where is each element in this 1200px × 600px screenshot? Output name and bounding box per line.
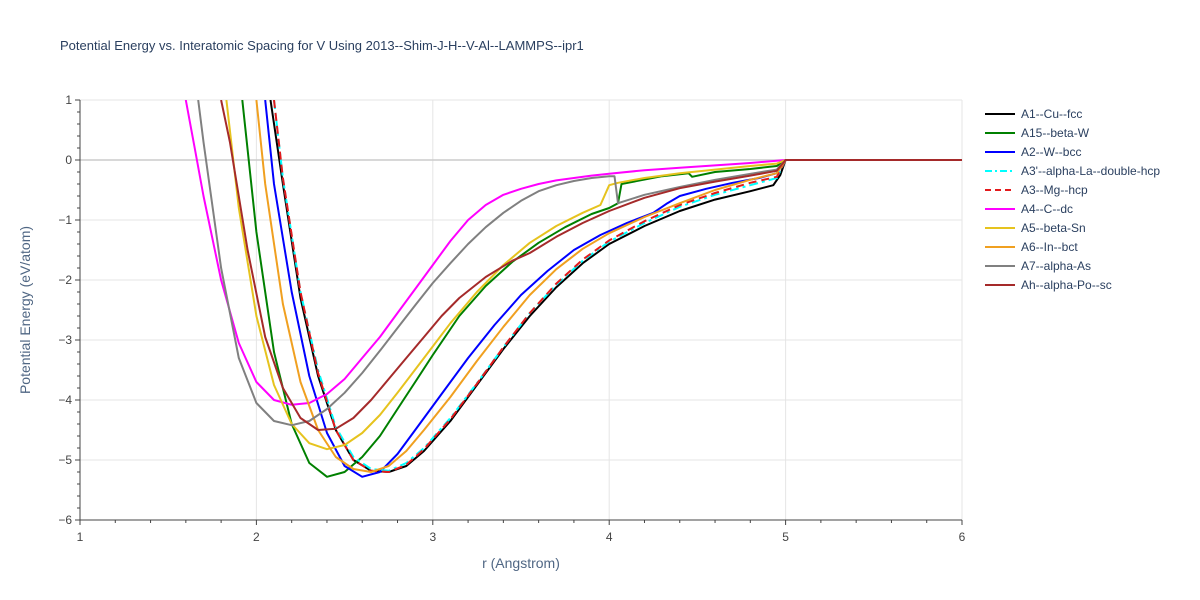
x-tick-label: 5 bbox=[782, 530, 789, 544]
legend-label-0: A1--Cu--fcc bbox=[1021, 107, 1082, 121]
series-line-5 bbox=[184, 100, 962, 406]
series-line-3 bbox=[273, 100, 962, 472]
y-tick-label: −1 bbox=[58, 213, 72, 227]
legend-label-4: A3--Mg--hcp bbox=[1021, 183, 1088, 197]
series-line-1 bbox=[241, 100, 962, 478]
legend-label-5: A4--C--dc bbox=[1021, 202, 1073, 216]
y-tick-label: 1 bbox=[65, 93, 72, 107]
series-line-0 bbox=[269, 100, 962, 473]
y-tick-label: −6 bbox=[58, 513, 72, 527]
series-line-2 bbox=[264, 100, 962, 478]
chart-title: Potential Energy vs. Interatomic Spacing… bbox=[60, 38, 584, 53]
legend-label-1: A15--beta-W bbox=[1021, 126, 1090, 140]
series-line-9 bbox=[220, 100, 962, 431]
axes bbox=[79, 100, 962, 521]
series-line-6 bbox=[225, 100, 962, 451]
x-tick-label: 1 bbox=[77, 530, 84, 544]
x-axis-ticks: 1 2 3 4 5 6 bbox=[77, 520, 966, 544]
plot-area bbox=[184, 100, 962, 478]
legend-label-9: Ah--alpha-Po--sc bbox=[1021, 278, 1112, 292]
legend: A1--Cu--fcc A15--beta-W A2--W--bcc A3'--alp… bbox=[985, 107, 1160, 292]
y-axis-ticks: −6 −5 −4 −3 −2 −1 0 1 bbox=[58, 93, 80, 527]
series-line-4 bbox=[273, 100, 962, 473]
legend-label-6: A5--beta-Sn bbox=[1021, 221, 1086, 235]
x-tick-label: 6 bbox=[959, 530, 966, 544]
y-tick-label: 0 bbox=[65, 153, 72, 167]
legend-label-2: A2--W--bcc bbox=[1021, 145, 1081, 159]
x-axis-label: r (Angstrom) bbox=[482, 555, 560, 571]
legend-label-3: A3'--alpha-La--double-hcp bbox=[1021, 164, 1160, 178]
y-tick-label: −5 bbox=[58, 453, 72, 467]
y-tick-label: −4 bbox=[58, 393, 72, 407]
y-axis-label: Potential Energy (eV/atom) bbox=[17, 226, 33, 394]
x-tick-label: 2 bbox=[253, 530, 260, 544]
legend-label-7: A6--In--bct bbox=[1021, 240, 1078, 254]
legend-label-8: A7--alpha-As bbox=[1021, 259, 1091, 273]
y-tick-label: −3 bbox=[58, 333, 72, 347]
x-tick-label: 3 bbox=[429, 530, 436, 544]
x-tick-label: 4 bbox=[606, 530, 613, 544]
grid-lines bbox=[80, 99, 963, 520]
series-line-8 bbox=[197, 100, 962, 427]
y-tick-label: −2 bbox=[58, 273, 72, 287]
